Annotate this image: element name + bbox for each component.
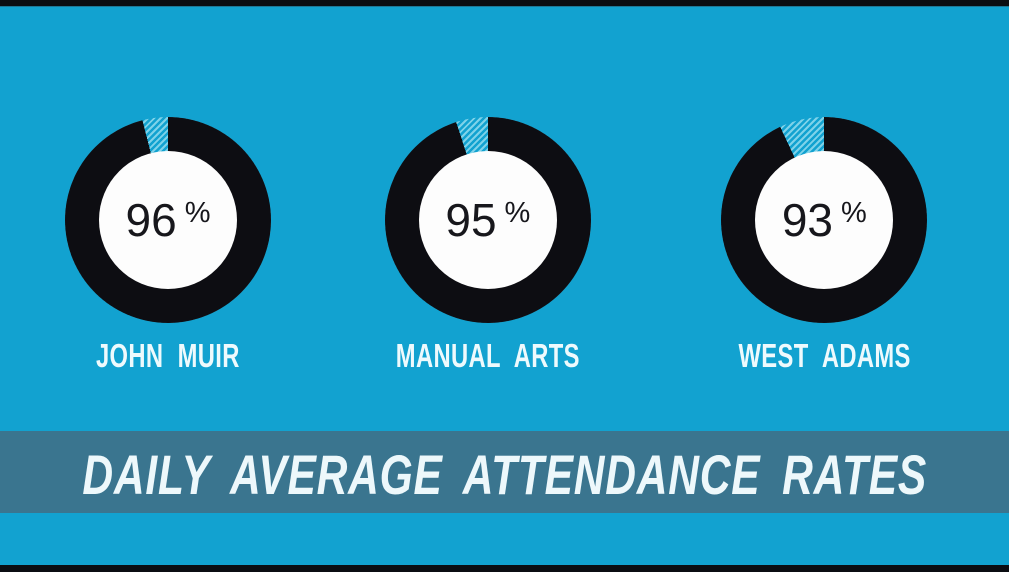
- chart-manual-arts: 95 % MANUAL ARTS: [360, 117, 616, 372]
- letterbox-top-bar: [0, 0, 1009, 6]
- chart-john-muir: 96 % JOHN MUIR: [65, 117, 272, 374]
- percent-sign: %: [504, 196, 531, 229]
- school-label-west-adams: WEST ADAMS: [738, 337, 911, 374]
- school-label-john-muir: JOHN MUIR: [96, 337, 240, 374]
- school-label-manual-arts: MANUAL ARTS: [395, 337, 580, 374]
- donut-charts-row: 96 % JOHN MUIR 95 % MANUAL ARTS 93 %: [0, 117, 1009, 372]
- chart-west-adams: 93 % WEST ADAMS: [705, 117, 944, 372]
- attendance-value: 93: [781, 194, 833, 246]
- donut-ring-manual-arts: 95 %: [384, 117, 591, 323]
- attendance-value: 96: [125, 194, 177, 246]
- chart-title: DAILY AVERAGE ATTENDANCE RATES: [82, 442, 927, 506]
- percent-sign: %: [184, 196, 211, 229]
- attendance-value: 95: [445, 194, 497, 246]
- letterbox-bottom-bar: [0, 565, 1009, 572]
- donut-center-manual-arts: 95 %: [418, 151, 557, 289]
- donut-center-john-muir: 96 %: [99, 151, 238, 289]
- donut-center-west-adams: 93 %: [755, 151, 894, 289]
- donut-ring-john-muir: 96 %: [65, 117, 272, 323]
- percent-sign: %: [841, 196, 867, 229]
- title-banner: DAILY AVERAGE ATTENDANCE RATES: [0, 431, 1009, 513]
- donut-ring-west-adams: 93 %: [721, 117, 928, 323]
